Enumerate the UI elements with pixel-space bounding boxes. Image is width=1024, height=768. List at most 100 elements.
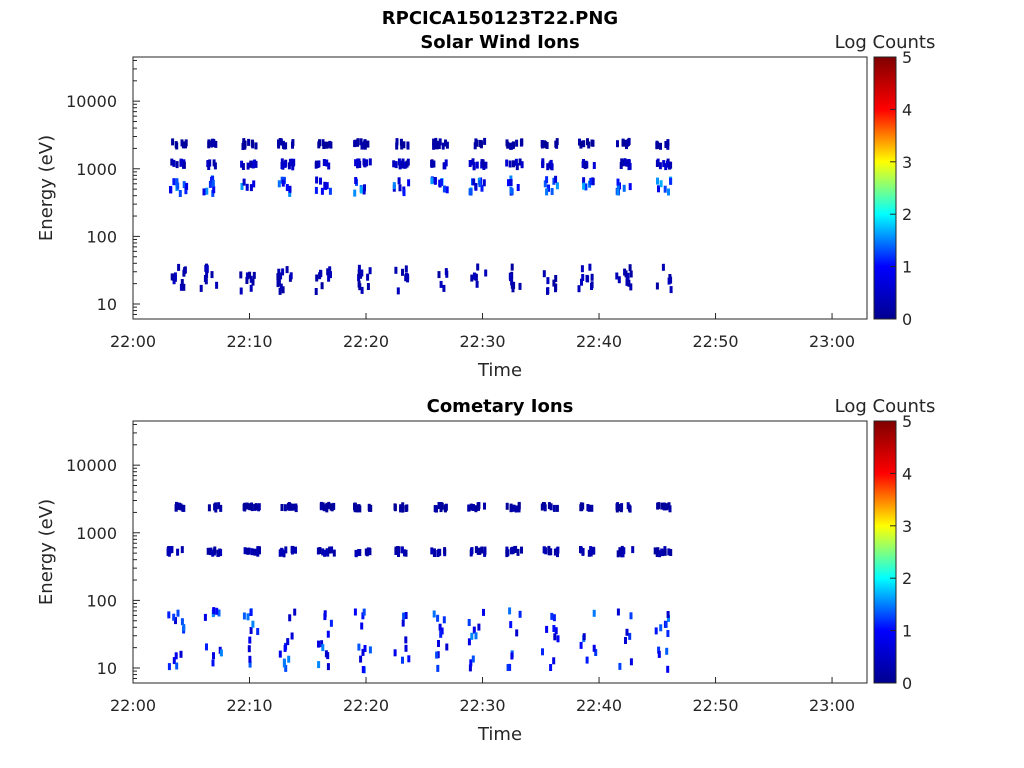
spectrogram-cell bbox=[176, 182, 180, 190]
spectrogram-cell bbox=[483, 137, 487, 145]
spectrogram-cell bbox=[582, 633, 586, 641]
spectrogram-cell bbox=[320, 640, 324, 648]
spectrogram-cell bbox=[432, 160, 436, 168]
x-tick-label: 22:20 bbox=[343, 332, 389, 351]
spectrogram-cell bbox=[480, 184, 484, 192]
spectrogram-cell bbox=[219, 649, 223, 657]
spectrogram-cell bbox=[397, 546, 401, 554]
spectrogram-cell bbox=[615, 272, 619, 280]
spectrogram-cell bbox=[621, 159, 625, 167]
spectrogram-cell bbox=[582, 182, 586, 190]
spectrogram-cell bbox=[432, 610, 436, 618]
x-tick-label: 22:00 bbox=[110, 332, 156, 351]
spectrogram-cell bbox=[546, 277, 550, 285]
spectrogram-cell bbox=[545, 625, 549, 633]
spectrogram-cell bbox=[211, 189, 215, 197]
spectrogram-cell bbox=[483, 548, 487, 556]
spectrogram-cell bbox=[442, 284, 446, 292]
spectrogram-cell bbox=[510, 263, 514, 271]
spectrogram-cell bbox=[395, 142, 399, 150]
spectrogram-cell bbox=[517, 501, 521, 509]
spectrogram-cell bbox=[585, 656, 589, 664]
spectrogram-cell bbox=[282, 660, 286, 668]
spectrogram-cell bbox=[315, 274, 319, 282]
x-tick-label: 22:10 bbox=[226, 332, 272, 351]
spectrogram-cell bbox=[277, 268, 281, 276]
x-tick-label: 23:00 bbox=[809, 696, 855, 715]
spectrogram-cell bbox=[588, 263, 592, 271]
spectrogram-cell bbox=[625, 278, 629, 286]
spectrogram-cell bbox=[430, 547, 434, 555]
spectrogram-cell bbox=[625, 139, 629, 147]
spectrogram-cell bbox=[484, 161, 488, 169]
y-tick-label: 1000 bbox=[76, 160, 117, 179]
spectrogram-cell bbox=[248, 503, 252, 511]
spectrogram-cell bbox=[481, 159, 485, 167]
spectrogram-cell bbox=[547, 548, 551, 556]
spectrogram-cell bbox=[518, 158, 522, 166]
spectrogram-cell bbox=[445, 643, 449, 651]
spectrogram-cell bbox=[245, 183, 249, 191]
spectrogram-cell bbox=[294, 546, 297, 554]
spectrogram-cell bbox=[205, 270, 209, 278]
spectrogram-cell bbox=[474, 138, 478, 146]
spectrogram-cell bbox=[629, 612, 633, 620]
spectrogram-cell bbox=[326, 630, 330, 638]
spectrogram-cells bbox=[169, 137, 673, 295]
spectrogram-cell bbox=[472, 272, 476, 280]
spectrogram-cell bbox=[476, 547, 480, 555]
spectrogram-cell bbox=[579, 546, 583, 554]
spectrogram-cell bbox=[621, 138, 625, 146]
spectrogram-cell bbox=[510, 278, 514, 286]
spectrogram-cell bbox=[477, 503, 480, 511]
spectrogram-cell bbox=[249, 160, 253, 168]
spectrogram-cell bbox=[354, 159, 358, 167]
spectrogram-cell bbox=[246, 162, 250, 170]
spectrogram-cell bbox=[179, 158, 183, 166]
spectrogram-cell bbox=[247, 645, 251, 653]
spectrogram-cell bbox=[657, 646, 661, 654]
spectrogram-cell bbox=[404, 505, 408, 512]
spectrogram-cell bbox=[361, 666, 365, 673]
spectrogram-cell bbox=[661, 549, 665, 557]
x-tick-label: 22:30 bbox=[459, 696, 505, 715]
spectrogram-cell bbox=[579, 641, 583, 649]
spectrogram-cell bbox=[210, 138, 214, 146]
spectrogram-cell bbox=[395, 138, 399, 146]
spectrogram-cell bbox=[552, 279, 556, 287]
spectrogram-cell bbox=[213, 546, 217, 554]
spectrogram-cell bbox=[182, 181, 186, 189]
colorbar-label: Log Counts bbox=[835, 32, 936, 53]
spectrogram-cell bbox=[438, 138, 442, 146]
spectrogram-cell bbox=[619, 162, 623, 169]
spectrogram-cell bbox=[174, 652, 178, 660]
spectrogram-cell bbox=[628, 505, 632, 513]
spectrogram-cell bbox=[246, 613, 250, 621]
spectrogram-cell bbox=[444, 139, 447, 147]
spectrogram-cell bbox=[400, 161, 404, 169]
spectrogram-cell bbox=[283, 644, 287, 652]
spectrogram-cell bbox=[662, 160, 666, 168]
spectrogram-cell bbox=[406, 273, 410, 281]
spectrogram-cell bbox=[399, 505, 403, 513]
spectrogram-cell bbox=[291, 139, 295, 147]
spectrogram-cell bbox=[217, 502, 221, 510]
spectrogram-cell bbox=[401, 619, 405, 627]
spectrogram-cell bbox=[353, 189, 357, 197]
spectrogram-cell bbox=[592, 546, 596, 554]
colorbar-ticks: 0 1 2 3 4 5 bbox=[890, 48, 912, 329]
spectrogram-cell bbox=[505, 502, 509, 510]
spectrogram-cell bbox=[357, 264, 361, 272]
spectrogram-cell bbox=[545, 188, 549, 196]
spectrogram-cell bbox=[211, 179, 215, 187]
spectrogram-cell bbox=[281, 286, 285, 294]
spectrogram-cell bbox=[368, 158, 372, 166]
spectrogram-cell bbox=[249, 609, 253, 616]
spectrogram-cell bbox=[582, 159, 585, 166]
spectrogram-cell bbox=[284, 664, 288, 672]
spectrogram-cell bbox=[254, 142, 258, 150]
spectrogram-cell bbox=[579, 141, 583, 149]
spectrogram-cell bbox=[360, 142, 364, 150]
spectrogram-cell bbox=[281, 549, 285, 557]
spectrogram-cell bbox=[211, 176, 215, 183]
